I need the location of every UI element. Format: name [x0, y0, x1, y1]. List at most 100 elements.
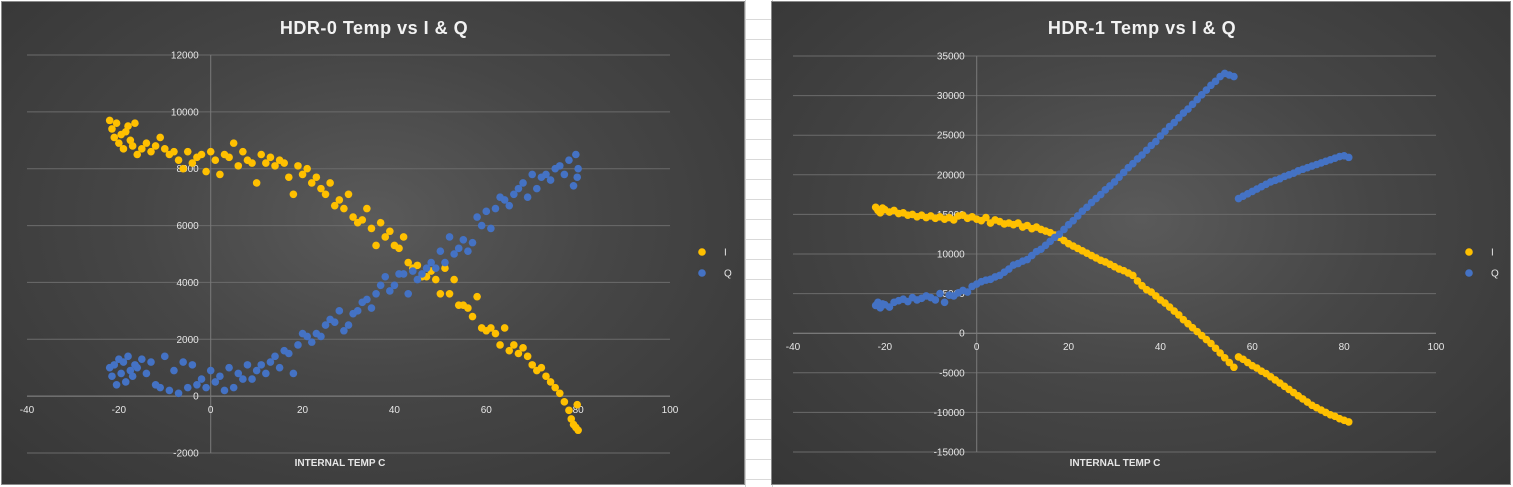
data-point-I [565, 406, 573, 415]
data-point-I [413, 261, 422, 270]
data-point-Q [409, 267, 417, 275]
data-point-Q [128, 372, 137, 381]
data-point-Q [505, 201, 514, 210]
data-point-I [321, 190, 330, 199]
y-tick-label: 0 [959, 329, 965, 340]
data-point-I [183, 147, 192, 156]
data-point-Q [1138, 151, 1146, 159]
x-axis-label: INTERNAL TEMP C [1070, 458, 1161, 469]
data-point-Q [473, 213, 481, 221]
data-point-Q [1142, 146, 1151, 155]
data-point-I [112, 119, 121, 128]
data-point-Q [523, 193, 532, 201]
legend-marker-Q [1465, 269, 1473, 277]
data-point-Q [1170, 118, 1179, 127]
data-point-Q [450, 250, 458, 258]
data-point-Q [482, 207, 491, 216]
x-tick-label: 60 [1247, 342, 1259, 353]
data-point-Q [560, 170, 569, 179]
data-point-Q [514, 184, 523, 193]
data-point-I [280, 159, 289, 167]
data-point-I [546, 378, 555, 386]
data-point-I [128, 142, 137, 150]
data-point-Q [569, 181, 578, 190]
data-point-Q [257, 361, 266, 369]
data-point-Q [266, 358, 275, 366]
data-point-Q [491, 204, 500, 213]
x-tick-label: 60 [481, 405, 493, 416]
chart-hdr-0-svg: HDR-0 Temp vs I & Q INTERNAL TEMP C -200… [20, 18, 732, 469]
data-point-Q [294, 341, 302, 349]
data-point-Q [225, 363, 233, 372]
legend-marker-Q [698, 269, 706, 277]
data-point-I [436, 290, 445, 298]
data-point-Q [344, 321, 353, 329]
y-tick-label: -2000 [173, 449, 199, 460]
data-point-Q [160, 352, 169, 361]
gridlines [27, 54, 670, 454]
legend-label-Q: Q [1491, 269, 1499, 280]
y-tick-label: 6000 [176, 221, 199, 232]
data-point-Q [340, 326, 348, 335]
data-point-I [142, 139, 151, 147]
data-point-Q [211, 378, 220, 386]
data-point-Q [124, 352, 132, 361]
data-point-Q [108, 372, 116, 381]
data-point-Q [1156, 132, 1165, 140]
data-point-Q [330, 318, 339, 327]
data-point-Q [386, 287, 394, 295]
data-point-I [202, 167, 210, 176]
chart-hdr-1[interactable]: HDR-1 Temp vs I & Q INTERNAL TEMP C -150… [771, 1, 1511, 485]
data-point-Q [216, 372, 224, 381]
data-point-I [555, 389, 564, 398]
x-tick-label: -20 [112, 405, 127, 416]
data-point-Q [445, 233, 454, 241]
data-point-Q [363, 295, 371, 304]
data-point-Q [1161, 127, 1169, 136]
y-tick-label: 20000 [937, 170, 965, 181]
chart-title: HDR-1 Temp vs I & Q [1048, 18, 1236, 38]
data-point-I [464, 304, 472, 312]
data-point-I [496, 341, 504, 349]
data-point-Q [110, 361, 119, 369]
data-point-Q [262, 369, 270, 378]
data-point-Q [963, 288, 972, 296]
data-point-Q [197, 375, 206, 383]
data-point-Q [546, 176, 555, 184]
data-point-Q [936, 289, 944, 298]
legend-label-I: I [724, 248, 727, 259]
data-point-I [1133, 277, 1142, 285]
data-point-Q [510, 190, 518, 199]
data-point-Q [121, 378, 130, 386]
data-point-I [573, 400, 582, 409]
data-point-I [519, 344, 527, 352]
data-point-I [298, 170, 307, 179]
data-point-I [487, 324, 495, 332]
data-point-I [1129, 271, 1137, 280]
data-point-Q [229, 383, 238, 392]
data-point-I [537, 363, 546, 372]
data-point-I [381, 233, 390, 241]
chart-hdr-0[interactable]: HDR-0 Temp vs I & Q INTERNAL TEMP C -200… [1, 1, 745, 485]
data-point-I [138, 145, 146, 153]
data-point-I [514, 349, 523, 358]
data-point-Q [138, 355, 146, 363]
series-Q [871, 69, 1353, 312]
data-point-Q [572, 150, 580, 159]
data-point-I [151, 142, 160, 150]
data-point-I [528, 361, 537, 369]
data-point-I [982, 213, 990, 222]
y-tick-label: -5000 [939, 368, 965, 379]
data-point-I [307, 179, 316, 187]
data-point-Q [1211, 77, 1220, 86]
data-point-I [574, 426, 582, 435]
data-point-I [234, 162, 243, 170]
data-point-I [289, 190, 298, 199]
data-point-Q [574, 164, 582, 173]
data-point-Q [565, 156, 573, 164]
data-point-Q [404, 290, 413, 298]
data-point-Q [243, 361, 252, 369]
data-point-I [119, 145, 128, 153]
data-point-Q [133, 363, 142, 372]
chart-hdr-1-svg: HDR-1 Temp vs I & Q INTERNAL TEMP C -150… [786, 18, 1499, 469]
